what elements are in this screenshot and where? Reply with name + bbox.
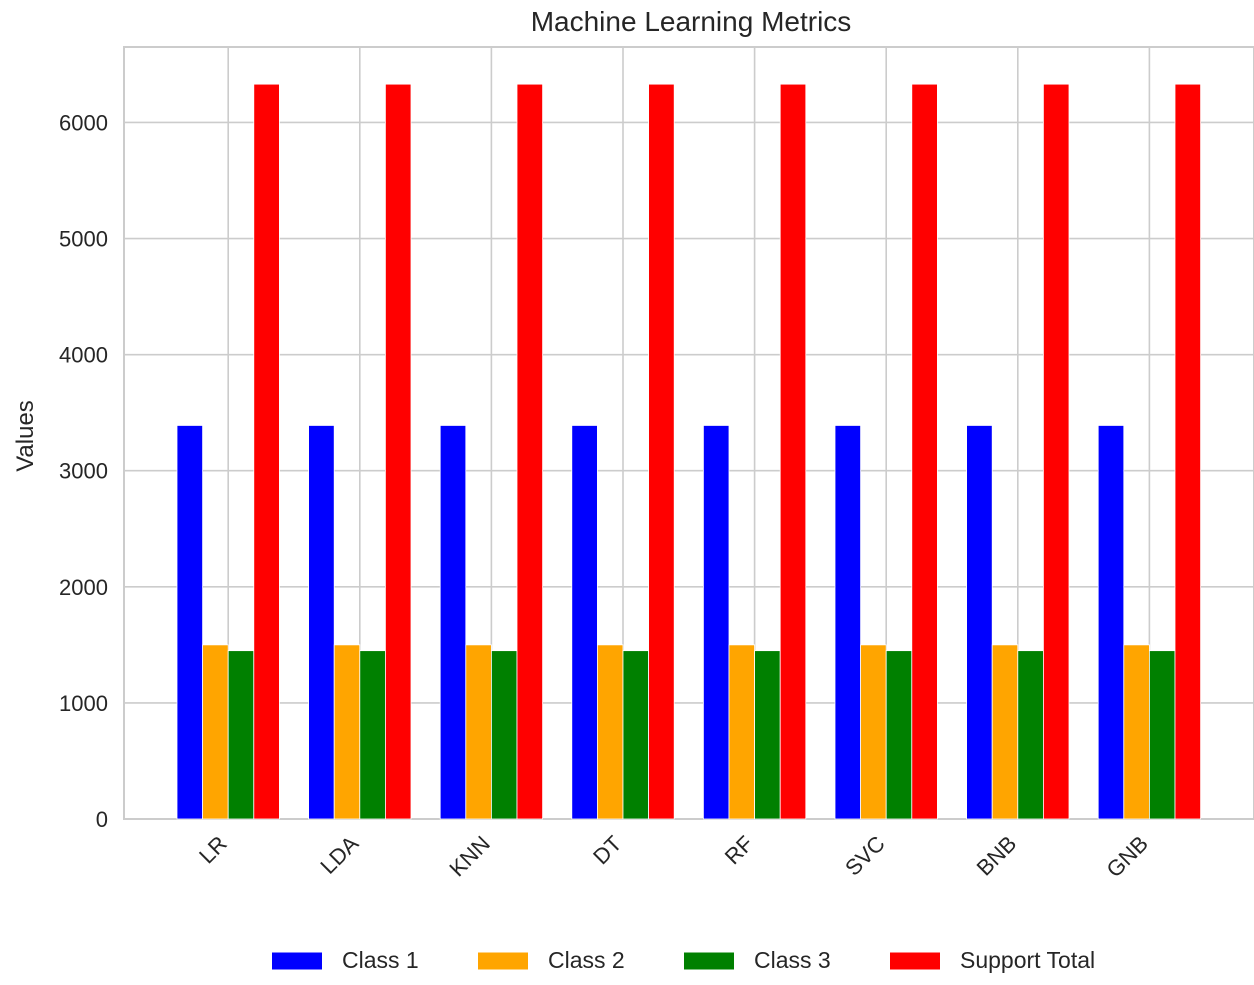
- bar-class-1-rf: [703, 425, 730, 820]
- legend-swatch: [684, 952, 734, 970]
- bar-class-1-knn: [439, 425, 467, 820]
- bar-class-3-rf: [754, 650, 781, 820]
- legend-label: Class 3: [754, 947, 831, 973]
- legend-swatch: [890, 952, 940, 970]
- y-tick-label: 6000: [59, 110, 108, 135]
- y-tick-label: 1000: [59, 691, 108, 716]
- bar-class-2-bnb: [991, 644, 1019, 820]
- chart-title: Machine Learning Metrics: [531, 6, 852, 37]
- legend-swatch: [478, 952, 528, 970]
- bar-class-1-lda: [308, 425, 335, 820]
- bar-class-1-svc: [834, 425, 862, 820]
- y-tick-label: 0: [96, 807, 108, 832]
- bar-class-3-bnb: [1017, 650, 1044, 820]
- bar-support-total-gnb: [1174, 83, 1202, 820]
- bar-class-3-dt: [622, 650, 650, 820]
- bar-support-total-bnb: [1043, 83, 1070, 820]
- bar-class-2-knn: [465, 644, 492, 820]
- y-axis-label: Values: [12, 400, 39, 472]
- bars: [176, 83, 1202, 820]
- bar-class-2-svc: [860, 644, 887, 820]
- legend-label: Class 1: [342, 947, 419, 973]
- bar-support-total-rf: [779, 83, 807, 820]
- bar-class-1-dt: [571, 425, 598, 820]
- bar-class-1-gnb: [1097, 425, 1125, 820]
- bar-class-2-dt: [597, 644, 624, 820]
- bar-support-total-svc: [911, 83, 938, 820]
- y-tick-label: 5000: [59, 227, 108, 252]
- y-tick-label: 2000: [59, 575, 108, 600]
- bar-class-2-rf: [728, 644, 756, 820]
- bar-class-3-svc: [885, 650, 913, 820]
- bar-support-total-lr: [253, 83, 280, 820]
- legend-label: Support Total: [960, 947, 1095, 973]
- bar-class-2-gnb: [1123, 644, 1150, 820]
- y-tick-label: 3000: [59, 459, 108, 484]
- bar-class-3-knn: [490, 650, 518, 820]
- bar-support-total-knn: [516, 83, 544, 820]
- bar-class-1-lr: [176, 425, 204, 820]
- bar-class-3-lda: [359, 650, 386, 820]
- legend: Class 1 Class 2 Class 3 Support Total: [272, 947, 1095, 973]
- bar-class-3-gnb: [1149, 650, 1176, 820]
- legend-swatch: [272, 952, 322, 970]
- y-axis-ticks: 0 1000 2000 3000 4000 5000 6000: [59, 110, 108, 832]
- y-tick-label: 4000: [59, 343, 108, 368]
- bar-support-total-dt: [648, 83, 675, 820]
- bar-class-3-lr: [227, 650, 255, 820]
- bar-class-2-lda: [333, 644, 361, 820]
- bar-class-2-lr: [202, 644, 229, 820]
- bar-support-total-lda: [384, 83, 412, 820]
- bar-class-1-bnb: [966, 425, 993, 820]
- legend-label: Class 2: [548, 947, 625, 973]
